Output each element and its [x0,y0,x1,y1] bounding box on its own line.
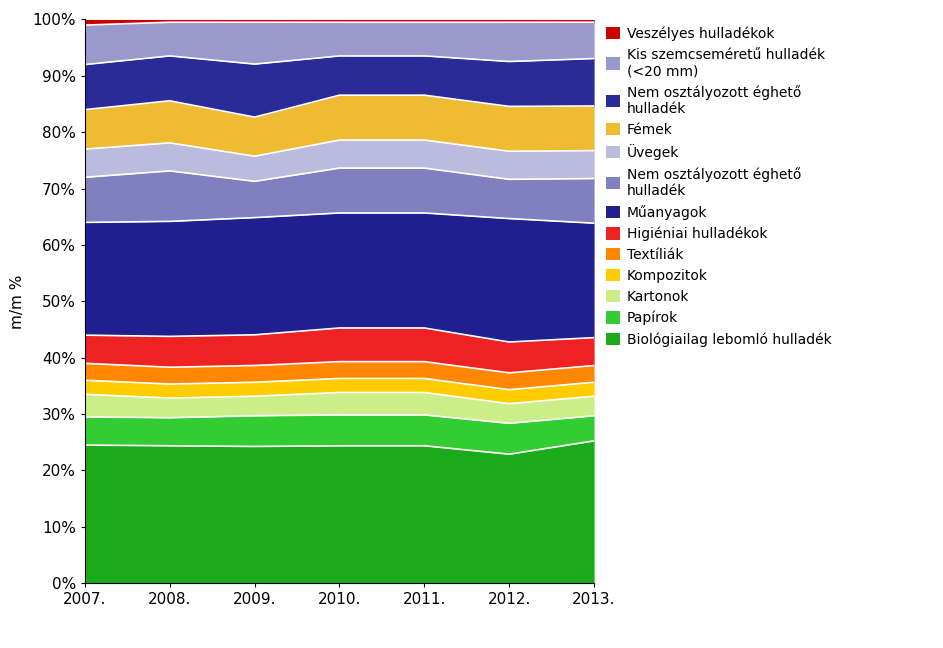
Y-axis label: m/m %: m/m % [10,274,25,329]
Legend: Veszélyes hulladékok, Kis szemcseméretű hulladék
(<20 mm), Nem osztályozott éghe: Veszélyes hulladékok, Kis szemcseméretű … [606,27,832,347]
